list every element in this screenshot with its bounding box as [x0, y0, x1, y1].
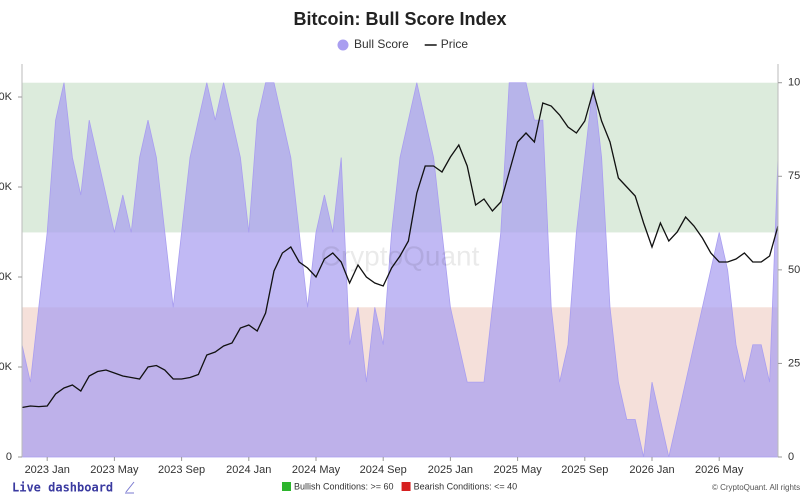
- band-legend-swatch: [282, 482, 291, 491]
- legend-label: Bull Score: [354, 37, 409, 51]
- band-legend-label: Bearish Conditions: <= 40: [414, 481, 518, 491]
- y2-tick-label: 75: [788, 170, 800, 182]
- x-tick-label: 2025 Sep: [561, 464, 608, 476]
- y-tick-label: 90K: [0, 181, 13, 193]
- live-dashboard-link[interactable]: Live dashboard: [12, 481, 113, 495]
- watermark: CryptoQuant: [321, 240, 480, 271]
- y-tick-label: 30K: [0, 361, 13, 373]
- y-tick-label: 0: [6, 451, 12, 463]
- price-line: [21, 88, 779, 409]
- edit-icon: [125, 481, 135, 494]
- y2-tick-label: 25: [788, 357, 800, 369]
- x-tick-label: 2025 May: [493, 464, 542, 476]
- copyright: © CryptoQuant. All rights reserved.: [712, 483, 800, 492]
- y2-tick-label: 0: [788, 451, 794, 463]
- legend-swatch: [337, 39, 349, 51]
- y2-tick-label: 50: [788, 264, 800, 276]
- x-tick-label: 2023 Jan: [25, 464, 70, 476]
- x-tick-label: 2024 Jan: [226, 464, 271, 476]
- y-tick-label: 120K: [0, 91, 13, 103]
- chart-title: Bitcoin: Bull Score Index: [293, 9, 506, 29]
- plot-area: [21, 82, 779, 458]
- x-tick-label: 2023 Sep: [158, 464, 205, 476]
- y-tick-label: 60K: [0, 271, 13, 283]
- band-legend-label: Bullish Conditions: >= 60: [294, 481, 394, 491]
- x-tick-label: 2026 Jan: [629, 464, 674, 476]
- y2-tick-label: 100: [788, 77, 800, 89]
- bull-score-area: [21, 82, 779, 458]
- x-tick-label: 2024 May: [292, 464, 341, 476]
- x-tick-label: 2024 Sep: [360, 464, 407, 476]
- x-tick-label: 2026 May: [695, 464, 744, 476]
- x-tick-label: 2025 Jan: [428, 464, 473, 476]
- legend-label: Price: [441, 37, 469, 51]
- x-tick-label: 2023 May: [90, 464, 139, 476]
- band-legend-swatch: [401, 482, 411, 491]
